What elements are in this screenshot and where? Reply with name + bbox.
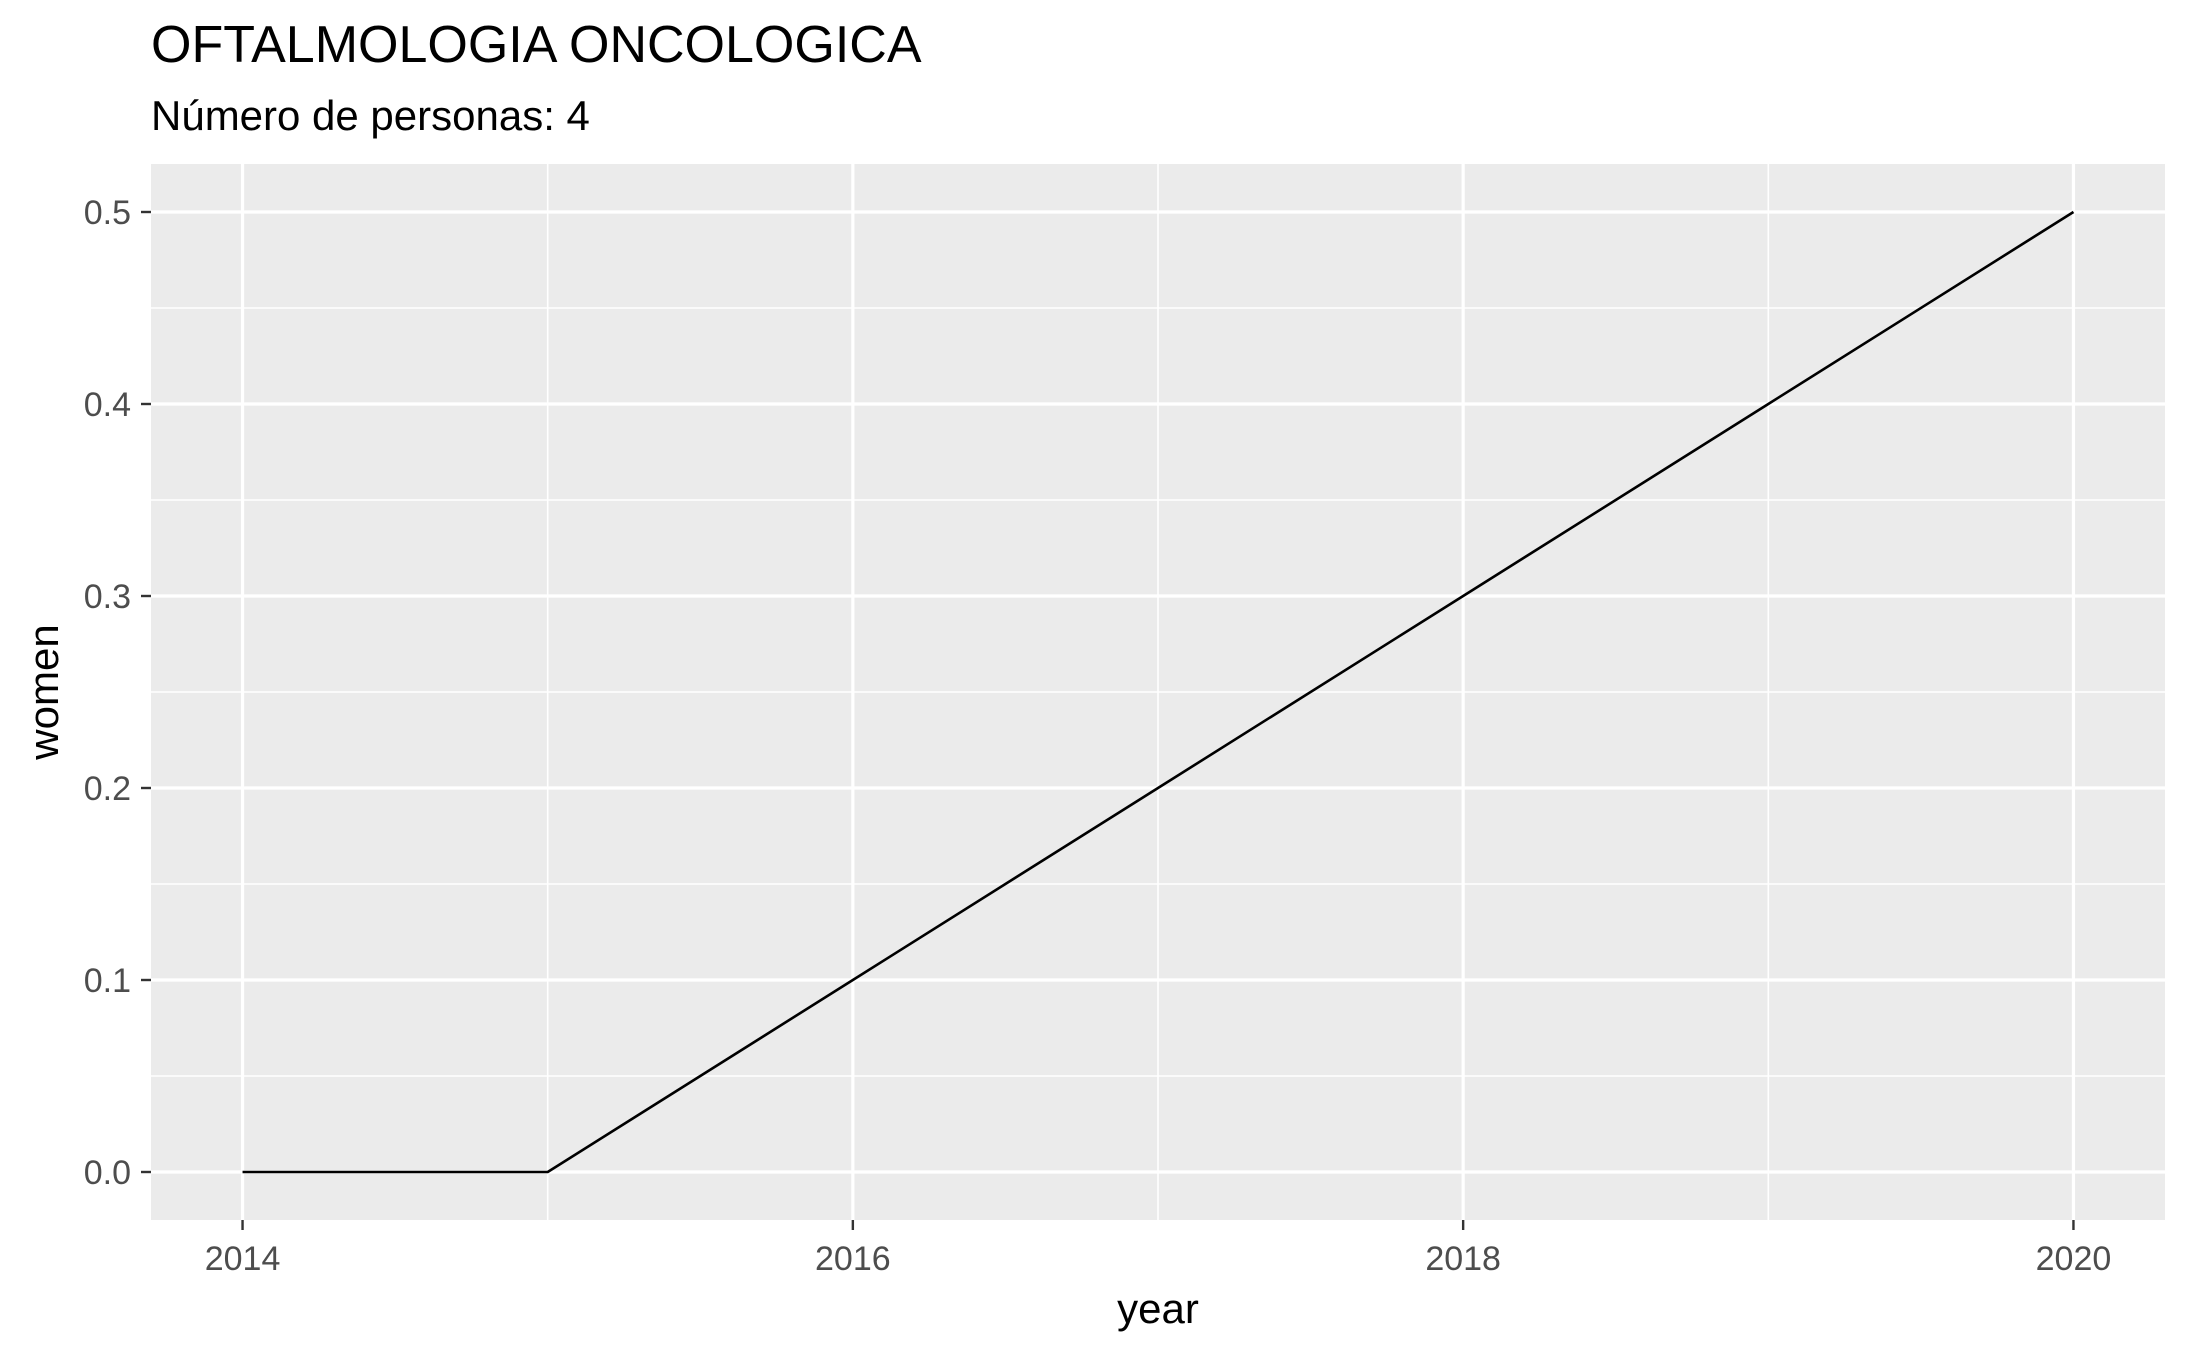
chart-subtitle: Número de personas: 4	[151, 92, 590, 139]
y-tick-label: 0.2	[84, 770, 131, 808]
x-tick-label: 2014	[205, 1240, 281, 1278]
chart-title: OFTALMOLOGIA ONCOLOGICA	[151, 16, 922, 74]
y-tick-label: 0.5	[84, 194, 131, 232]
y-tick-labels: 0.0 0.1 0.2 0.3 0.4 0.5	[84, 194, 131, 1192]
x-tick-label: 2020	[2036, 1240, 2112, 1278]
y-tick-label: 0.4	[84, 386, 131, 424]
x-tick-label: 2016	[815, 1240, 891, 1278]
series-line	[242, 210, 2075, 1174]
series-layer	[242, 210, 2075, 1174]
y-tick-label: 0.3	[84, 578, 131, 616]
minor-gridlines	[151, 164, 2165, 1220]
axis-ticks	[141, 210, 2075, 1230]
x-tick-labels: 2014 2016 2018 2020	[205, 1240, 2112, 1278]
y-axis-label: women	[20, 624, 67, 760]
y-tick-label: 0.1	[84, 962, 131, 1000]
y-tick-label: 0.0	[84, 1154, 131, 1192]
x-tick-label: 2018	[1425, 1240, 1501, 1278]
x-axis-label: year	[1117, 1285, 1199, 1332]
